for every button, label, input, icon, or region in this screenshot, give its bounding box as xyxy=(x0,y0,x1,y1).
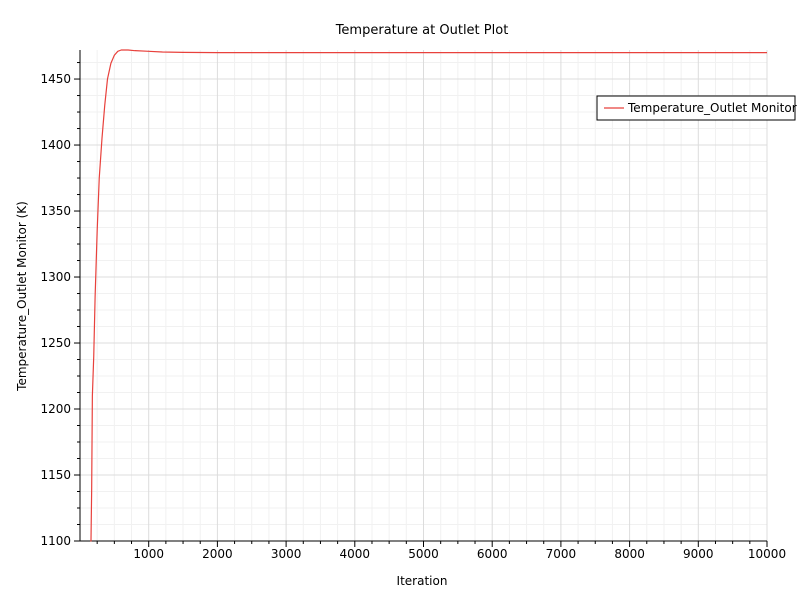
legend-box xyxy=(596,95,796,121)
x-tick-label: 9000 xyxy=(683,547,714,561)
y-tick-label: 1150 xyxy=(40,468,71,482)
x-tick-label: 7000 xyxy=(546,547,577,561)
x-tick-label: 3000 xyxy=(271,547,302,561)
x-tick-label: 1000 xyxy=(133,547,164,561)
x-tick-label: 2000 xyxy=(202,547,233,561)
x-tick-label: 6000 xyxy=(477,547,508,561)
y-tick-label: 1450 xyxy=(40,72,71,86)
y-axis-ticks: 1100 1150 1200 1250 1300 1350 1400 1450 xyxy=(40,72,80,548)
axes xyxy=(77,50,767,544)
grid xyxy=(80,50,768,541)
x-tick-label: 4000 xyxy=(340,547,371,561)
series-line xyxy=(90,49,767,542)
series-layer xyxy=(90,49,767,542)
y-tick-label: 1100 xyxy=(40,534,71,548)
x-tick-label: 5000 xyxy=(408,547,439,561)
legend: Temperature_Outlet Monitor xyxy=(596,95,797,121)
x-tick-label: 10000 xyxy=(748,547,786,561)
y-tick-label: 1350 xyxy=(40,204,71,218)
legend-label: Temperature_Outlet Monitor xyxy=(627,101,797,115)
y-tick-label: 1250 xyxy=(40,336,71,350)
chart-title: Temperature at Outlet Plot xyxy=(335,23,509,38)
y-tick-label: 1400 xyxy=(40,138,71,152)
y-tick-label: 1200 xyxy=(40,402,71,416)
x-axis-ticks: 1000 2000 3000 4000 5000 6000 7000 8000 9000 1000… xyxy=(133,541,786,561)
x-axis-label: Iteration xyxy=(397,574,448,588)
y-tick-label: 1300 xyxy=(40,270,71,284)
x-tick-label: 8000 xyxy=(614,547,645,561)
y-axis-label: Temperature_Outlet Monitor (K) xyxy=(15,201,29,392)
